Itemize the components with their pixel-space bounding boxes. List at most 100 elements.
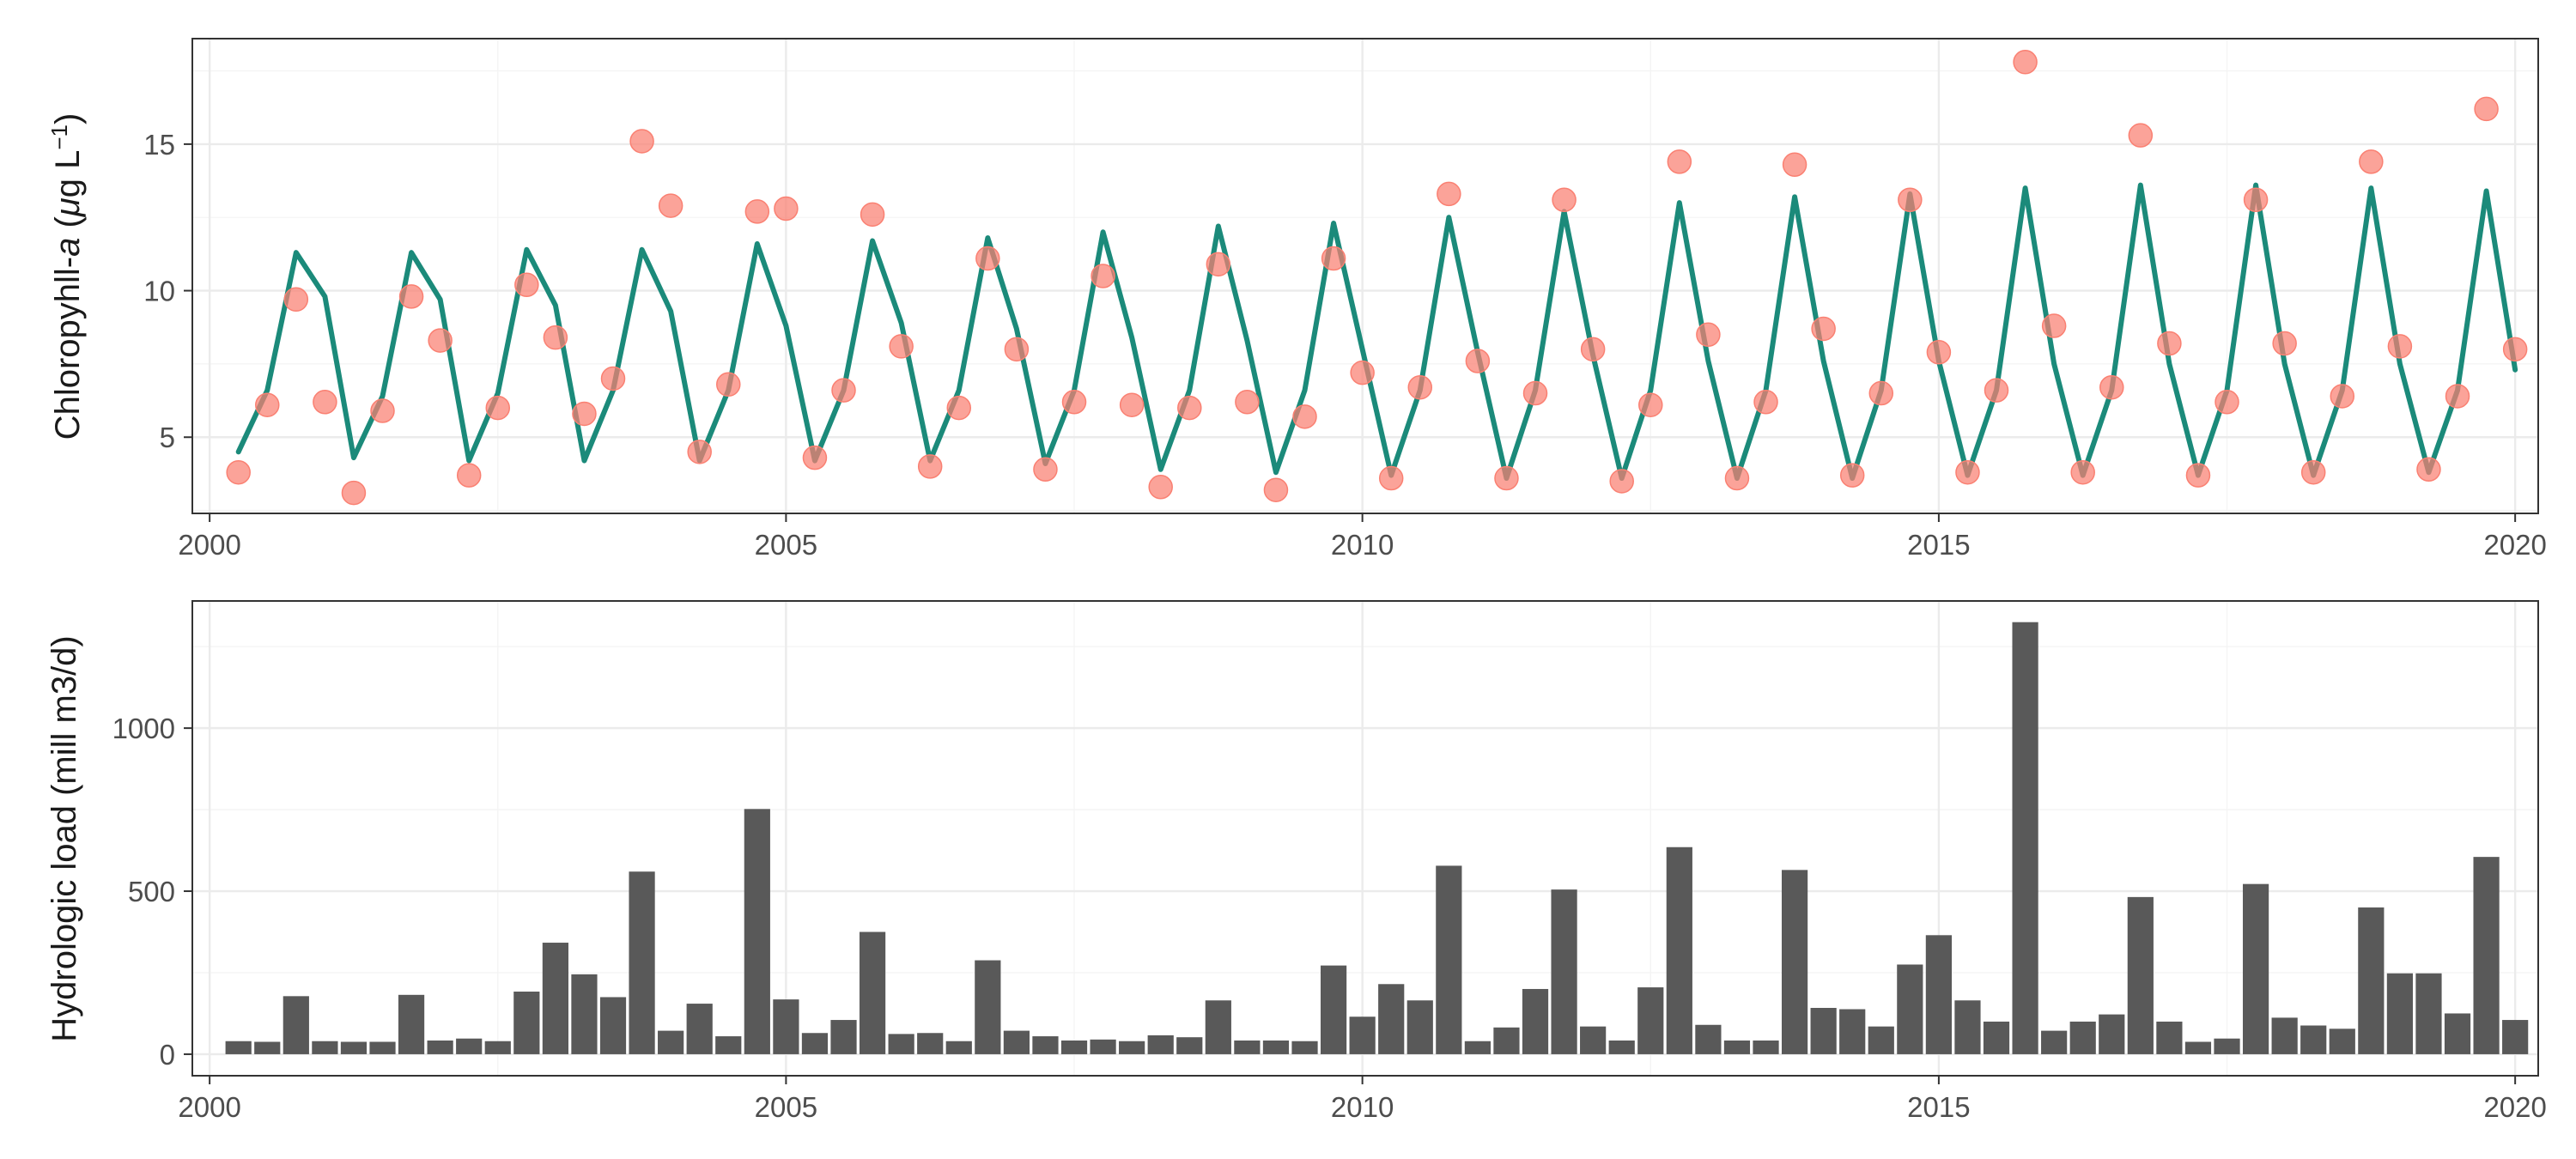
hydrologic-load-bar <box>312 1041 338 1054</box>
hydrologic-x-tick-label: 2005 <box>755 1091 817 1123</box>
chlorophyll-x-tick-label: 2005 <box>755 529 817 561</box>
chlorophyll-observed-point <box>889 334 914 359</box>
chlorophyll-x-tick-label: 2010 <box>1331 529 1394 561</box>
hydrologic-load-bar <box>2242 883 2269 1054</box>
chlorophyll-observed-point <box>2474 96 2499 122</box>
hydrologic-load-bar <box>2444 1013 2471 1054</box>
hydrologic-load-bar <box>1608 1040 1635 1054</box>
chlorophyll-observed-point <box>2157 331 2182 356</box>
hydrologic-y-tick-label: 0 <box>160 1039 175 1071</box>
chlorophyll-panel: 2000 2005 2010 2015 2020 5 10 15 Chloropyhll-a… <box>46 38 2547 561</box>
chlorophyll-panel-background <box>192 39 2538 513</box>
chlorophyll-observed-point <box>658 193 683 218</box>
hydrologic-load-bar <box>2156 1021 2183 1054</box>
chlorophyll-observed-point <box>1580 337 1606 362</box>
hydrologic-load-bar <box>1060 1040 1088 1054</box>
hydrologic-load-bar <box>917 1033 944 1054</box>
chlorophyll-x-axis: 2000 2005 2010 2015 2020 <box>178 513 2547 561</box>
hydrologic-load-bar <box>2012 622 2038 1054</box>
chlorophyll-observed-point <box>629 129 654 154</box>
hydrologic-load-bar <box>2329 1029 2355 1054</box>
hydrologic-load-bar <box>830 1020 857 1054</box>
chlorophyll-observed-point <box>2445 384 2470 409</box>
chlorophyll-model-line <box>235 182 2518 482</box>
chlorophyll-observed-point <box>1522 380 1548 406</box>
hydrologic-load-bar <box>484 1041 511 1054</box>
chlorophyll-observed-point <box>1782 152 1807 178</box>
hydrologic-load-bar <box>1753 1040 1779 1054</box>
hydrologic-load-bar <box>1983 1021 2010 1054</box>
chlorophyll-observed-point <box>1465 349 1491 373</box>
chlorophyll-observed-point <box>917 454 943 479</box>
chlorophyll-observed-point <box>2272 331 2297 356</box>
hydrologic-load-bar <box>1176 1037 1203 1054</box>
hydrologic-x-tick-label: 2020 <box>2483 1091 2546 1123</box>
hydrologic-load-bar <box>1291 1041 1318 1054</box>
hydrologic-load-bar <box>1810 1008 1837 1054</box>
chlorophyll-observed-point <box>283 287 309 313</box>
hydrologic-load-bar <box>225 1041 252 1054</box>
hydrologic-load-bar <box>1637 987 1664 1054</box>
chlorophyll-observed-point <box>2300 459 2326 485</box>
hydrologic-load-bar <box>2099 1014 2125 1054</box>
chlorophyll-y-tick-label: 5 <box>160 422 175 453</box>
chlorophyll-observed-point <box>860 202 885 228</box>
chlorophyll-y-axis-title: Chloropyhll-a (μg L−1) <box>46 113 87 440</box>
chlorophyll-observed-points-layer <box>226 50 2528 506</box>
hydrologic-load-bar <box>1493 1027 1520 1054</box>
chlorophyll-observed-point <box>572 401 597 427</box>
chlorophyll-observed-point <box>1724 465 1750 491</box>
chlorophyll-observed-point <box>2013 50 2038 75</box>
chlorophyll-panel-border <box>191 38 2539 514</box>
hydrologic-load-bar <box>2358 907 2385 1054</box>
hydrologic-load-bar <box>1464 1041 1491 1054</box>
chlorophyll-observed-point <box>2243 187 2269 212</box>
chlorophyll-observed-point <box>1552 187 1577 212</box>
chlorophyll-x-tick-label: 2000 <box>178 529 240 561</box>
hydrologic-load-bar <box>1522 988 1549 1054</box>
hydrologic-load-bar <box>2473 857 2500 1054</box>
hydrologic-load-bar <box>1580 1026 1607 1054</box>
hydrologic-load-bar <box>1262 1040 1290 1054</box>
hydrologic-load-bar <box>456 1038 483 1054</box>
chlorophyll-observed-point <box>1667 149 1692 174</box>
hydrologic-load-bar <box>340 1041 368 1054</box>
hydrologic-y-axis-title: Hydrologic load (mill m3/d) <box>46 635 83 1041</box>
hydrologic-load-bar <box>1666 846 1692 1054</box>
hydrologic-y-tick-label: 500 <box>128 876 175 907</box>
hydrologic-load-bar <box>1723 1040 1751 1054</box>
hydrologic-x-tick-label: 2000 <box>178 1091 240 1123</box>
chlorophyll-observed-point <box>2416 457 2441 482</box>
chlorophyll-observed-point <box>600 366 626 391</box>
hydrologic-load-bar <box>658 1030 684 1054</box>
hydrologic-load-bar <box>1003 1030 1030 1054</box>
hydrologic-load-bar <box>945 1041 972 1054</box>
hydrologic-load-bar <box>629 871 655 1054</box>
hydrologic-load-bar <box>1436 865 1462 1054</box>
hydrologic-load-bar <box>2214 1038 2240 1054</box>
hydrologic-y-axis: 0 500 1000 <box>112 713 192 1071</box>
hydrologic-load-bar <box>2041 1030 2068 1054</box>
chlorophyll-observed-point <box>1811 316 1836 342</box>
chlorophyll-observed-point <box>1696 322 1721 348</box>
hydrologic-load-bar <box>801 1033 829 1054</box>
chlorophyll-observed-point <box>543 325 568 350</box>
hydrologic-load-bar <box>599 997 627 1054</box>
hydrologic-load-bar <box>1897 964 1923 1054</box>
chlorophyll-observed-point <box>1407 374 1433 400</box>
chlorophyll-y-axis: 5 10 15 <box>143 129 192 453</box>
chlorophyll-x-tick-label: 2020 <box>2483 529 2546 561</box>
chlorophyll-observed-point <box>716 372 741 397</box>
chlorophyll-observed-point <box>2387 334 2413 359</box>
hydrologic-y-tick-label: 1000 <box>112 713 175 744</box>
hydrologic-load-bar <box>2271 1017 2298 1054</box>
hydrologic-load-bar <box>1695 1024 1722 1054</box>
hydrologic-load-bar <box>427 1040 453 1054</box>
chlorophyll-observed-point <box>1091 264 1115 288</box>
chlorophyll-observed-point <box>1148 475 1173 500</box>
hydrologic-bars-layer <box>225 622 2529 1054</box>
chlorophyll-observed-point <box>1955 459 1980 485</box>
chlorophyll-observed-point <box>2359 149 2384 174</box>
hydrologic-load-bar <box>2415 973 2442 1054</box>
